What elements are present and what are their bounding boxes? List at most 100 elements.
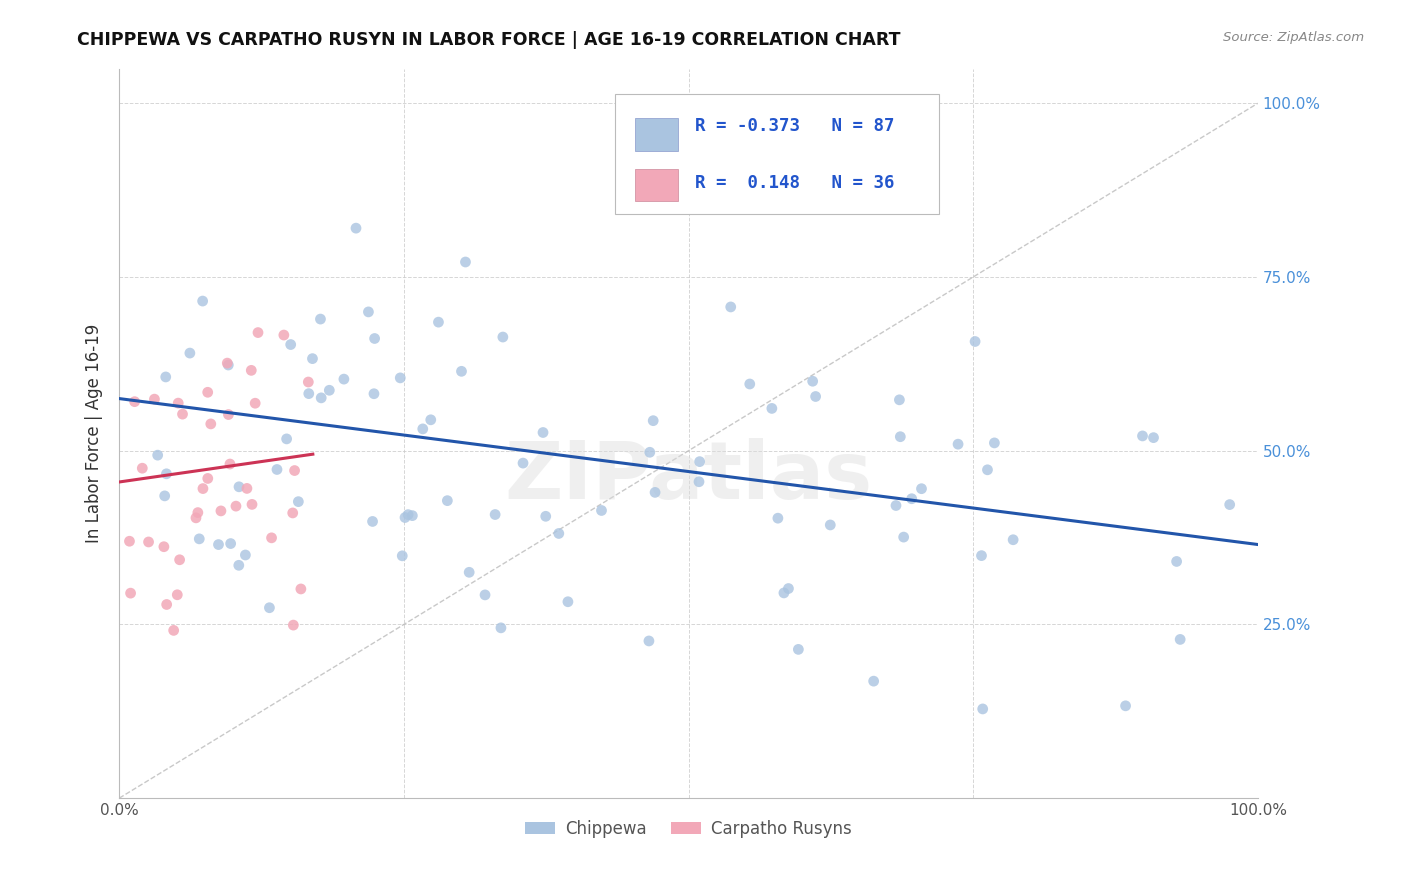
Point	[146, 448, 169, 462]
Point	[184, 511, 207, 525]
Point	[534, 509, 557, 524]
Point	[357, 305, 380, 319]
Point	[976, 463, 998, 477]
Point	[156, 598, 179, 612]
Point	[946, 437, 969, 451]
Point	[217, 356, 239, 370]
Point	[547, 526, 569, 541]
Point	[884, 499, 907, 513]
Point	[910, 482, 932, 496]
Point	[761, 401, 783, 416]
Point	[187, 506, 209, 520]
Point	[512, 456, 534, 470]
Point	[557, 595, 579, 609]
Point	[363, 331, 385, 345]
Point	[197, 471, 219, 485]
Point	[209, 504, 232, 518]
Point	[287, 494, 309, 508]
Point	[862, 674, 884, 689]
Point	[259, 600, 281, 615]
Point	[131, 461, 153, 475]
Point	[688, 475, 710, 489]
Point	[1115, 698, 1137, 713]
Point	[458, 566, 481, 580]
Point	[167, 396, 190, 410]
Point	[1219, 498, 1241, 512]
Point	[273, 328, 295, 343]
Text: R = -0.373   N = 87: R = -0.373 N = 87	[696, 117, 894, 135]
Point	[219, 536, 242, 550]
Point	[720, 300, 742, 314]
Point	[1002, 533, 1025, 547]
Point	[228, 558, 250, 573]
Point	[643, 414, 665, 428]
Point	[778, 582, 800, 596]
Point	[191, 482, 214, 496]
Point	[489, 621, 512, 635]
Point	[972, 702, 994, 716]
Point	[266, 462, 288, 476]
Point	[240, 363, 263, 377]
Point	[450, 364, 472, 378]
FancyBboxPatch shape	[636, 118, 678, 151]
FancyBboxPatch shape	[636, 169, 678, 202]
Point	[297, 375, 319, 389]
Point	[155, 370, 177, 384]
Point	[787, 642, 810, 657]
Point	[361, 515, 384, 529]
Point	[738, 376, 761, 391]
Point	[396, 508, 419, 522]
Point	[412, 422, 434, 436]
Point	[638, 634, 661, 648]
Point	[983, 436, 1005, 450]
Point	[689, 455, 711, 469]
Point	[820, 518, 842, 533]
Point	[301, 351, 323, 366]
Y-axis label: In Labor Force | Age 16-19: In Labor Force | Age 16-19	[86, 324, 103, 543]
Point	[281, 506, 304, 520]
Point	[120, 586, 142, 600]
Point	[191, 294, 214, 309]
Point	[889, 430, 911, 444]
Point	[1132, 429, 1154, 443]
Point	[309, 312, 332, 326]
Point	[804, 390, 827, 404]
Text: CHIPPEWA VS CARPATHO RUSYN IN LABOR FORCE | AGE 16-19 CORRELATION CHART: CHIPPEWA VS CARPATHO RUSYN IN LABOR FORC…	[77, 31, 901, 49]
Text: Source: ZipAtlas.com: Source: ZipAtlas.com	[1223, 31, 1364, 45]
Point	[153, 489, 176, 503]
Point	[225, 499, 247, 513]
Point	[172, 407, 194, 421]
Point	[591, 503, 613, 517]
Point	[246, 326, 269, 340]
Point	[236, 482, 259, 496]
Point	[290, 582, 312, 596]
Point	[391, 549, 413, 563]
Legend: Chippewa, Carpatho Rusyns: Chippewa, Carpatho Rusyns	[519, 814, 859, 845]
Point	[1142, 431, 1164, 445]
Point	[889, 392, 911, 407]
Point	[492, 330, 515, 344]
Point	[363, 386, 385, 401]
Point	[394, 510, 416, 524]
Point	[118, 534, 141, 549]
Point	[284, 464, 307, 478]
Point	[1166, 554, 1188, 568]
Point	[138, 535, 160, 549]
Point	[207, 538, 229, 552]
Point	[309, 391, 332, 405]
Point	[163, 624, 186, 638]
Point	[283, 618, 305, 632]
Point	[644, 485, 666, 500]
Point	[766, 511, 789, 525]
Point	[773, 586, 796, 600]
Point	[179, 346, 201, 360]
Point	[217, 408, 239, 422]
Point	[280, 337, 302, 351]
Point	[318, 384, 340, 398]
Point	[474, 588, 496, 602]
Text: R =  0.148   N = 36: R = 0.148 N = 36	[696, 174, 894, 192]
Point	[276, 432, 298, 446]
Point	[166, 588, 188, 602]
FancyBboxPatch shape	[614, 94, 939, 214]
Point	[200, 417, 222, 431]
